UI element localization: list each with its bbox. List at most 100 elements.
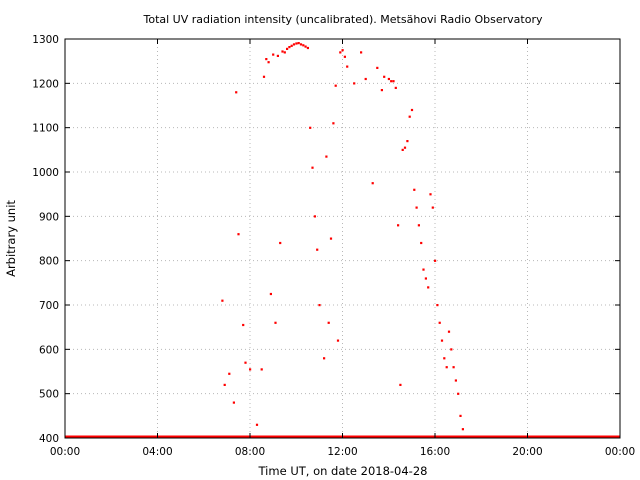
data-point (299, 43, 303, 46)
data-point (244, 361, 247, 364)
y-tick-label: 600 (39, 344, 59, 356)
data-point (424, 277, 427, 280)
data-point (281, 50, 284, 53)
data-point (336, 339, 340, 342)
data-point (235, 91, 238, 94)
data-point (452, 366, 455, 369)
data-point (401, 148, 404, 151)
data-point (454, 379, 457, 382)
x-tick-label: 20:00 (512, 446, 542, 458)
data-point (265, 58, 268, 61)
data-point (283, 51, 286, 54)
data-point (311, 166, 314, 169)
data-point (237, 233, 240, 236)
data-point (313, 215, 316, 218)
y-tick-label: 1000 (32, 167, 59, 179)
data-point (364, 77, 367, 81)
data-point (232, 401, 235, 404)
x-tick-label: 08:00 (235, 446, 265, 458)
y-tick-label: 1100 (32, 123, 59, 135)
data-point (438, 321, 441, 324)
data-point (383, 75, 386, 78)
y-tick-label: 1300 (32, 34, 59, 46)
data-point (397, 224, 400, 227)
x-tick-label: 00:00 (50, 446, 80, 458)
y-tick-label: 900 (39, 211, 59, 223)
data-point (445, 366, 448, 369)
data-point (343, 55, 346, 58)
data-point (269, 292, 272, 296)
data-point (461, 428, 464, 431)
data-point (272, 53, 275, 56)
y-tick-label: 400 (39, 433, 59, 445)
data-point (436, 304, 439, 307)
data-point (408, 115, 411, 118)
data-point (304, 45, 307, 48)
data-point (440, 339, 444, 342)
data-point (242, 323, 245, 327)
grid-lines (65, 39, 620, 438)
data-point (279, 241, 282, 245)
data-point (339, 51, 342, 54)
y-tick-label: 800 (39, 256, 59, 268)
data-point (290, 44, 293, 47)
data-point (267, 61, 270, 64)
data-point (292, 43, 296, 46)
data-point (255, 423, 259, 426)
data-point (387, 77, 390, 81)
data-point (262, 75, 266, 78)
axis-ticks: 00:00 04:00 08:00 12:00 16:00 20:00 00:0040050… (32, 34, 635, 458)
data-point (390, 80, 393, 83)
data-point (459, 414, 462, 417)
y-tick-label: 1200 (32, 78, 59, 90)
data-point (346, 65, 349, 68)
data-point (420, 241, 423, 245)
data-point (334, 84, 337, 87)
y-tick-label: 500 (39, 389, 59, 401)
x-axis-label: Time UT, on date 2018-04-28 (258, 464, 428, 478)
data-point (309, 126, 312, 129)
data-point (325, 155, 328, 158)
data-point (341, 49, 344, 52)
data-point (288, 46, 291, 49)
data-point (295, 42, 298, 45)
chart-title: Total UV radiation intensity (uncalibrat… (143, 13, 543, 26)
data-point (332, 122, 335, 125)
data-point (371, 182, 374, 185)
data-point (413, 188, 416, 191)
data-point (276, 54, 279, 57)
data-point (399, 383, 402, 386)
y-tick-label: 700 (39, 300, 59, 312)
data-point (406, 140, 409, 143)
data-point (403, 146, 407, 149)
data-point (297, 42, 300, 45)
x-tick-label: 00:00 (605, 446, 635, 458)
data-point (447, 330, 451, 333)
data-point (274, 321, 277, 324)
data-point (457, 392, 460, 395)
data-point (286, 47, 289, 50)
data-point (380, 89, 383, 92)
x-tick-label: 04:00 (142, 446, 172, 458)
data-point (360, 51, 363, 54)
x-tick-label: 16:00 (420, 446, 450, 458)
data-point (394, 86, 397, 89)
data-point (417, 224, 420, 227)
data-point (376, 66, 379, 69)
data-point (249, 368, 252, 371)
data-point (429, 193, 432, 196)
data-point (302, 44, 305, 47)
data-point (415, 206, 418, 209)
data-point (427, 286, 430, 289)
data-point (450, 348, 453, 351)
data-point (316, 248, 319, 251)
data-point (410, 108, 414, 112)
data-point (223, 383, 226, 386)
data-point (443, 357, 446, 360)
x-tick-label: 12:00 (327, 446, 357, 458)
data-point (221, 299, 224, 302)
y-axis-label: Arbitrary unit (4, 200, 18, 277)
data-point (228, 372, 231, 375)
